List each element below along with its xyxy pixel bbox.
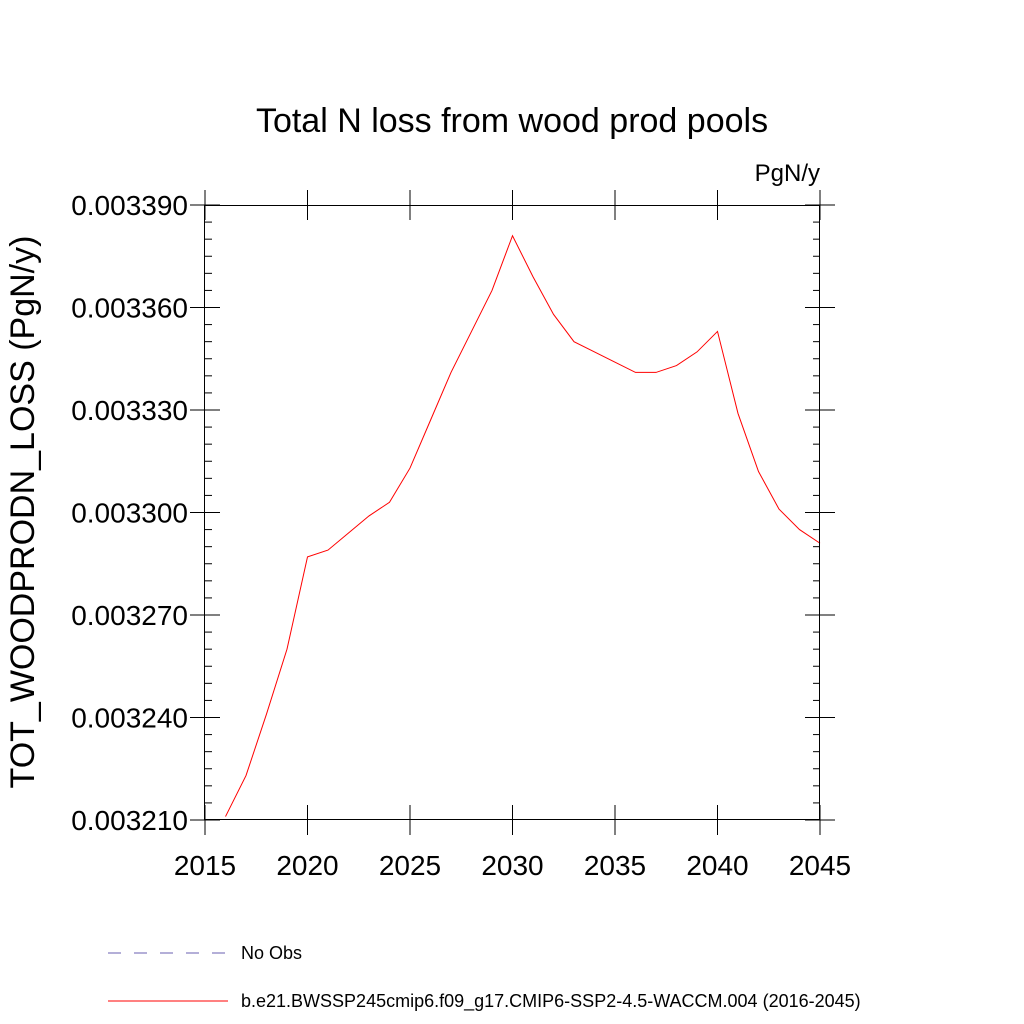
y-tick-label: 0.003210 xyxy=(71,805,188,836)
x-tick-label: 2015 xyxy=(174,850,236,881)
y-tick-label: 0.003300 xyxy=(71,498,188,529)
x-tick-label: 2045 xyxy=(789,850,851,881)
axis-ticks xyxy=(190,190,835,835)
units-label: PgN/y xyxy=(755,160,820,187)
x-tick-label: 2025 xyxy=(379,850,441,881)
x-tick-labels: 2015 2020 2025 2030 2035 2040 2045 xyxy=(174,850,851,881)
legend-label-model: b.e21.BWSSP245cmip6.f09_g17.CMIP6-SSP2-4… xyxy=(241,991,861,1012)
y-tick-label: 0.003360 xyxy=(71,293,188,324)
y-tick-label: 0.003270 xyxy=(71,600,188,631)
y-tick-label: 0.003330 xyxy=(71,395,188,426)
plot-frame xyxy=(204,205,820,820)
chart-title: Total N loss from wood prod pools xyxy=(256,102,768,140)
x-tick-label: 2030 xyxy=(481,850,543,881)
y-axis-label: TOT_WOODPRODN_LOSS (PgN/y) xyxy=(4,236,42,789)
x-tick-label: 2020 xyxy=(276,850,338,881)
series-layer xyxy=(225,234,821,817)
y-tick-label: 0.003390 xyxy=(71,190,188,221)
series-line xyxy=(225,234,821,817)
x-tick-label: 2040 xyxy=(686,850,748,881)
legend: No Obs b.e21.BWSSP245cmip6.f09_g17.CMIP6… xyxy=(108,943,861,1012)
y-tick-label: 0.003240 xyxy=(71,703,188,734)
y-tick-labels: 0.003210 0.003240 0.003270 0.003300 0.003330… xyxy=(71,190,188,836)
x-tick-label: 2035 xyxy=(584,850,646,881)
legend-label-no-obs: No Obs xyxy=(241,943,302,963)
